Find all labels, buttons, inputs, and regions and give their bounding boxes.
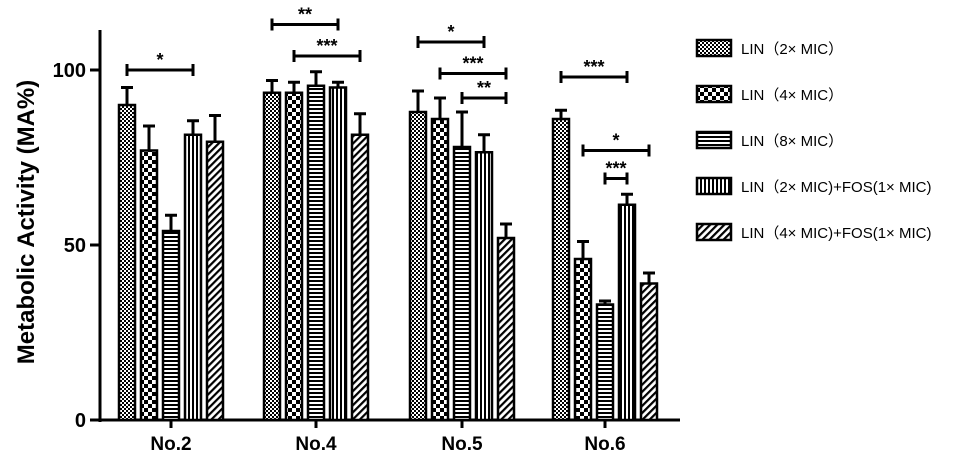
significance-label: * xyxy=(447,22,454,42)
significance-bracket: ** xyxy=(460,78,508,104)
y-axis: 0 50 100 xyxy=(53,30,102,432)
x-tick-label: No.4 xyxy=(295,434,337,454)
significance-label: ** xyxy=(298,5,312,25)
legend-swatch xyxy=(695,176,733,196)
legend-label: LIN（2× MIC） xyxy=(741,41,843,58)
bar xyxy=(639,282,659,422)
bar xyxy=(183,133,203,422)
y-tick-label: 100 xyxy=(53,60,86,82)
x-axis: No.2 No.4 No.5 No.6 xyxy=(99,418,680,454)
bar xyxy=(617,203,637,422)
bar xyxy=(139,149,159,422)
significance-label: *** xyxy=(316,36,337,56)
legend-swatch xyxy=(695,222,733,242)
legend-swatch xyxy=(695,84,733,104)
legend-item: LIN（2× MIC)+FOS(1× MIC) xyxy=(695,176,931,196)
bar xyxy=(117,103,137,422)
bar xyxy=(350,133,370,422)
y-tick-label: 50 xyxy=(64,235,86,257)
x-tick-label: No.2 xyxy=(150,434,191,454)
significance-bracket: * xyxy=(125,50,195,76)
significance-label: *** xyxy=(605,159,626,179)
legend-item: LIN（2× MIC） xyxy=(695,38,843,58)
bar xyxy=(452,145,472,422)
legend-label: LIN（4× MIC)+FOS(1× MIC) xyxy=(741,225,931,242)
bar xyxy=(284,91,304,422)
y-tick-label: 0 xyxy=(75,410,86,432)
significance-bracket: *** xyxy=(292,36,362,62)
legend-swatch xyxy=(695,38,733,58)
legend: LIN（2× MIC） LIN（4× MIC） LIN（8× MIC） LIN（2× … xyxy=(695,38,931,242)
significance-label: ** xyxy=(477,78,491,98)
legend-item: LIN（8× MIC） xyxy=(695,130,843,150)
bar xyxy=(205,140,225,422)
bar xyxy=(262,91,282,422)
significance-annotations: ******************* xyxy=(125,5,651,185)
bar xyxy=(595,303,615,422)
x-tick-label: No.5 xyxy=(441,434,483,454)
significance-bracket: *** xyxy=(559,57,629,83)
bar xyxy=(573,257,593,422)
legend-label: LIN（2× MIC)+FOS(1× MIC) xyxy=(741,179,931,196)
legend-label: LIN（8× MIC） xyxy=(741,133,843,150)
significance-bracket: * xyxy=(416,22,486,48)
legend-label: LIN（4× MIC） xyxy=(741,87,843,104)
y-axis-title: Metabolic Activity (MA%) xyxy=(13,80,40,364)
legend-swatch xyxy=(695,130,733,150)
significance-bracket: *** xyxy=(603,159,629,185)
bars xyxy=(117,70,659,422)
significance-label: * xyxy=(612,131,619,151)
significance-label: *** xyxy=(583,57,604,77)
bar xyxy=(551,117,571,422)
significance-label: * xyxy=(156,50,163,70)
significance-bracket: ** xyxy=(270,5,340,31)
x-tick-label: No.6 xyxy=(584,434,625,454)
bar xyxy=(328,86,348,422)
bar xyxy=(408,110,428,422)
bar xyxy=(474,151,494,422)
bar xyxy=(306,84,326,422)
significance-bracket: * xyxy=(581,131,651,157)
bar xyxy=(161,229,181,422)
significance-label: *** xyxy=(462,54,483,74)
legend-item: LIN（4× MIC） xyxy=(695,84,843,104)
significance-bracket: *** xyxy=(438,54,508,80)
bar xyxy=(496,236,516,422)
bar xyxy=(430,117,450,422)
legend-item: LIN（4× MIC)+FOS(1× MIC) xyxy=(695,222,931,242)
